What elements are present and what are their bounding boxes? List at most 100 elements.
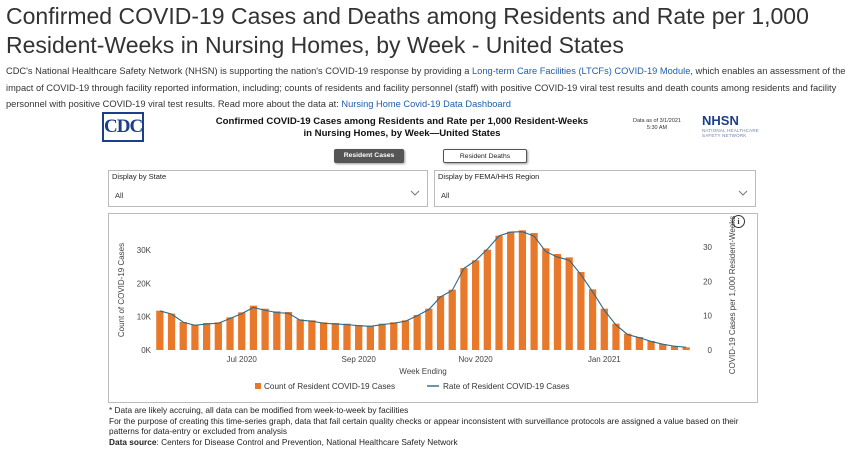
rate-line — [159, 231, 687, 348]
bar-mark[interactable] — [682, 347, 690, 350]
bar-mark[interactable] — [238, 312, 246, 350]
dashboard-title: Confirmed COVID-19 Cases among Residents… — [215, 116, 589, 139]
bar-mark[interactable] — [483, 249, 491, 350]
footnote-quality-checks: For the purpose of creating this time-se… — [109, 415, 739, 437]
bar-mark[interactable] — [319, 322, 328, 350]
data-as-of-time: 5:30 AM — [646, 125, 668, 131]
ltcf-module-link[interactable]: Long-term Care Facilities (LTCFs) COVID-… — [472, 66, 691, 76]
bar-mark[interactable] — [472, 260, 480, 350]
bar-mark[interactable] — [401, 320, 410, 350]
bar-mark[interactable] — [413, 315, 421, 350]
bar-mark[interactable] — [308, 320, 316, 350]
data-source-label: Data source — [109, 436, 157, 447]
chart-frame — [108, 213, 758, 403]
footnote-accruing: * Data are likely accruing, all data can… — [109, 405, 409, 415]
x-tick-label: Sep 2020 — [342, 355, 377, 364]
y2-tick-label: 10 — [703, 312, 712, 321]
nhsn-logo-text: NHSN — [702, 113, 739, 128]
legend-bar-swatch — [255, 383, 261, 389]
bar-mark[interactable] — [448, 289, 456, 350]
bar-mark[interactable] — [635, 337, 643, 350]
nursing-home-dashboard-link[interactable]: Nursing Home Covid-19 Data Dashboard — [341, 99, 511, 109]
legend-label-cases: Count of Resident COVID-19 Cases — [264, 382, 395, 391]
bar-mark[interactable] — [366, 325, 374, 350]
data-as-of: Data as of 3/1/2021 5:30 AM — [622, 118, 692, 132]
dashboard-panel: CDC Confirmed COVID-19 Cases among Resid… — [102, 108, 759, 404]
chevron-down-icon — [410, 190, 420, 196]
page-title: Confirmed COVID-19 Cases and Deaths amon… — [6, 3, 809, 58]
y-axis-title: Count of COVID-19 Cases — [117, 243, 126, 337]
bar-mark[interactable] — [378, 323, 386, 350]
state-filter-dropdown[interactable]: Display by State All — [108, 170, 428, 207]
y-tick-label: 20K — [137, 279, 152, 288]
resident-deaths-button[interactable]: Resident Deaths — [443, 149, 527, 163]
intro-paragraph: CDC's National Healthcare Safety Network… — [6, 63, 852, 113]
region-filter-value: All — [441, 191, 450, 200]
nhsn-logo: NHSN NATIONAL HEALTHCARE SAFETY NETWORK — [702, 113, 762, 139]
bar-mark[interactable] — [647, 341, 655, 350]
info-icon[interactable]: i — [732, 215, 745, 228]
state-filter-value: All — [115, 191, 124, 200]
y2-axis-title: COVID-19 Cases per 1,000 Resident-Weeks — [728, 216, 737, 375]
bar-mark[interactable] — [179, 322, 187, 350]
bar-mark[interactable] — [670, 346, 679, 350]
region-filter-label: Display by FEMA/HHS Region — [438, 172, 540, 181]
bar-mark[interactable] — [588, 289, 597, 350]
bar-mark[interactable] — [553, 254, 562, 350]
bar-mark[interactable] — [460, 268, 468, 350]
bar-mark[interactable] — [191, 324, 199, 350]
bar-mark[interactable] — [214, 322, 222, 350]
y2-tick-label: 30 — [703, 243, 712, 252]
bar-mark[interactable] — [203, 323, 211, 350]
bar-mark[interactable] — [226, 317, 234, 350]
bar-mark[interactable] — [577, 272, 585, 350]
intro-text-1: CDC's National Healthcare Safety Network… — [6, 66, 473, 76]
data-as-of-date: Data as of 3/1/2021 — [632, 118, 681, 124]
cases-chart: 0K 10K 20K 30K 0 10 20 30 Jul 2020 Sep 2020 Nov … — [117, 216, 737, 391]
intro-text-2: , which enables an assessment of the imp… — [6, 66, 846, 109]
footnotes: * Data are likely accruing, all data can… — [109, 405, 769, 447]
y-tick-label: 10K — [137, 313, 152, 322]
bar-mark[interactable] — [273, 311, 281, 350]
bar-mark[interactable] — [261, 308, 269, 350]
data-source-text: : Centers for Disease Control and Preven… — [156, 436, 458, 447]
bar-mark[interactable] — [507, 231, 515, 350]
resident-cases-button[interactable]: Resident Cases — [334, 149, 404, 163]
y2-tick-label: 0 — [708, 346, 713, 355]
cdc-logo: CDC — [102, 112, 144, 142]
bar-mark[interactable] — [436, 296, 445, 350]
bar-mark[interactable] — [249, 305, 258, 350]
x-tick-label: Jul 2020 — [227, 355, 258, 364]
bar-mark[interactable] — [284, 312, 293, 350]
bar-mark[interactable] — [296, 319, 304, 350]
chart-legend: Count of Resident COVID-19 Cases Rate of … — [255, 382, 570, 391]
bar-mark[interactable] — [425, 308, 433, 350]
bar-mark[interactable] — [530, 233, 538, 350]
bar-mark[interactable] — [343, 323, 351, 350]
bar-mark[interactable] — [495, 235, 503, 350]
bar-mark[interactable] — [331, 323, 339, 350]
x-tick-label: Nov 2020 — [459, 355, 494, 364]
bar-mark[interactable] — [612, 323, 620, 350]
region-filter-dropdown[interactable]: Display by FEMA/HHS Region All — [434, 170, 756, 207]
bar-mark[interactable] — [542, 248, 550, 350]
legend-label-rate: Rate of Resident COVID-19 Cases — [443, 382, 570, 391]
x-tick-label: Jan 2021 — [588, 355, 621, 364]
bar-mark[interactable] — [659, 344, 667, 350]
state-filter-label: Display by State — [112, 172, 167, 181]
bar-mark[interactable] — [624, 333, 632, 350]
y-tick-label: 0K — [141, 346, 151, 355]
bar-mark[interactable] — [390, 322, 398, 350]
bar-mark[interactable] — [565, 257, 573, 350]
bar-mark[interactable] — [156, 310, 164, 350]
bar-mark[interactable] — [355, 325, 363, 350]
y2-tick-label: 20 — [703, 277, 712, 286]
bar-mark[interactable] — [600, 308, 608, 350]
nhsn-logo-subtitle: NATIONAL HEALTHCARE SAFETY NETWORK — [702, 128, 759, 138]
y-tick-label: 30K — [137, 246, 152, 255]
x-axis-title: Week Ending — [399, 367, 446, 376]
data-source: Data source: Centers for Disease Control… — [109, 437, 769, 448]
bar-mark[interactable] — [167, 313, 176, 350]
chevron-down-icon — [738, 190, 748, 196]
bar-mark[interactable] — [518, 230, 527, 350]
